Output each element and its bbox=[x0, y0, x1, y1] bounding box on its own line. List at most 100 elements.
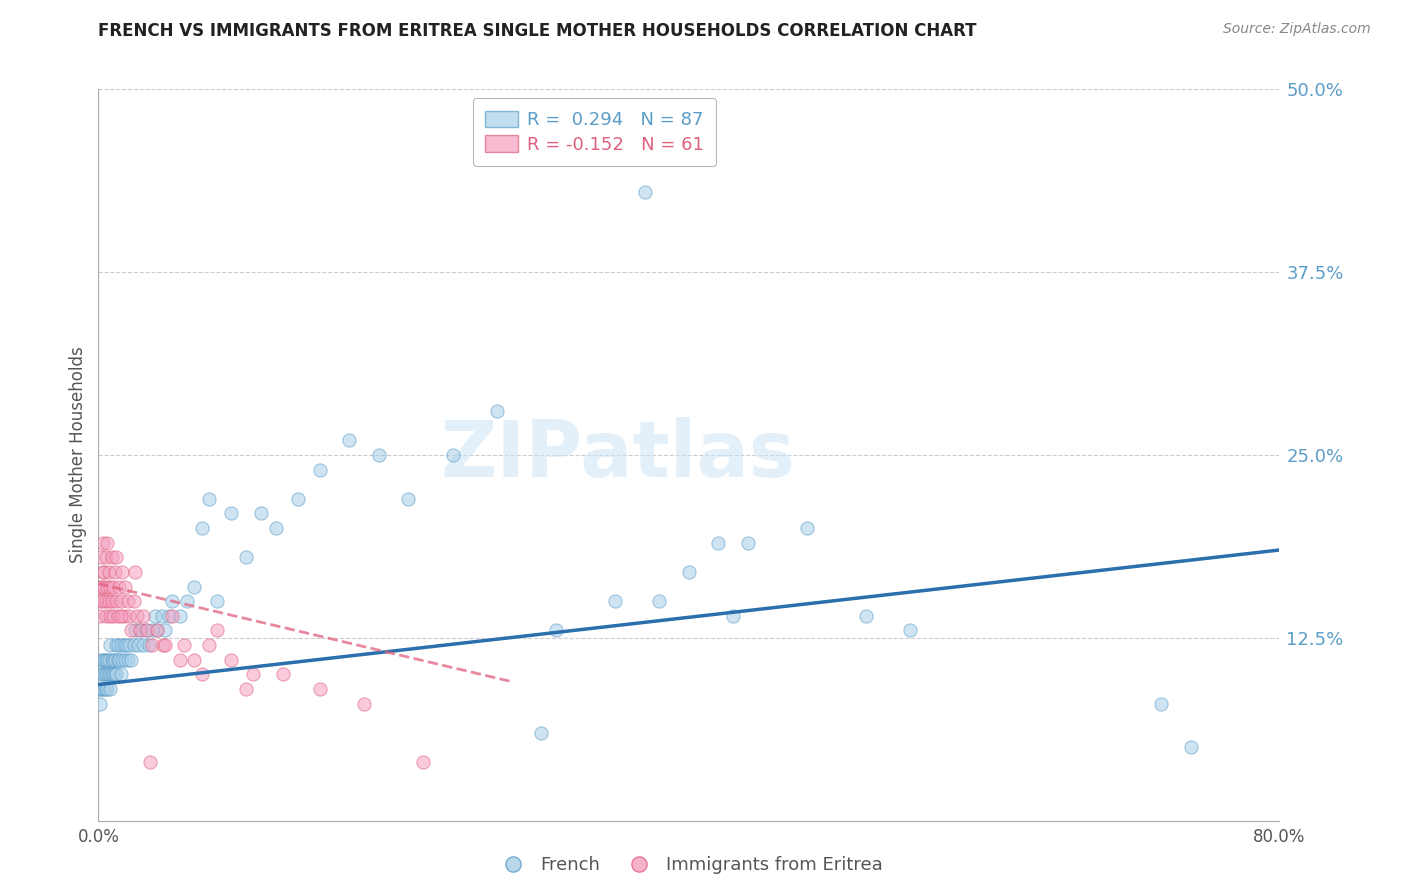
Point bbox=[138, 638, 160, 652]
Point bbox=[107, 653, 129, 667]
Point bbox=[198, 491, 221, 506]
Point bbox=[93, 653, 115, 667]
Text: FRENCH VS IMMIGRANTS FROM ERITREA SINGLE MOTHER HOUSEHOLDS CORRELATION CHART: FRENCH VS IMMIGRANTS FROM ERITREA SINGLE… bbox=[98, 22, 977, 40]
Point bbox=[796, 521, 818, 535]
Y-axis label: Single Mother Households: Single Mother Households bbox=[69, 347, 87, 563]
Point bbox=[287, 491, 309, 506]
Point bbox=[117, 594, 139, 608]
Point bbox=[191, 667, 214, 681]
Point bbox=[96, 681, 118, 696]
Point bbox=[124, 624, 146, 638]
Point bbox=[309, 681, 332, 696]
Point bbox=[96, 653, 118, 667]
Point bbox=[219, 653, 242, 667]
Point bbox=[114, 580, 136, 594]
Point bbox=[97, 667, 120, 681]
Point bbox=[115, 638, 138, 652]
Point bbox=[117, 653, 139, 667]
Point bbox=[855, 608, 877, 623]
Point bbox=[93, 565, 115, 579]
Point bbox=[132, 638, 155, 652]
Point bbox=[162, 608, 183, 623]
Point bbox=[176, 594, 198, 608]
Point bbox=[94, 667, 117, 681]
Point bbox=[94, 594, 117, 608]
Point bbox=[91, 667, 114, 681]
Point bbox=[737, 535, 759, 549]
Point bbox=[96, 667, 118, 681]
Point bbox=[125, 608, 148, 623]
Point bbox=[633, 185, 655, 199]
Point bbox=[235, 550, 257, 565]
Point bbox=[173, 638, 195, 652]
Point bbox=[98, 580, 121, 594]
Point bbox=[1180, 740, 1202, 755]
Point bbox=[90, 550, 112, 565]
Point bbox=[412, 755, 434, 769]
Point bbox=[97, 594, 120, 608]
Point bbox=[128, 624, 150, 638]
Point bbox=[242, 667, 264, 681]
Point bbox=[105, 638, 128, 652]
Point bbox=[368, 448, 391, 462]
Point bbox=[98, 638, 121, 652]
Point bbox=[153, 638, 176, 652]
Point bbox=[103, 667, 125, 681]
Point bbox=[94, 608, 117, 623]
Point bbox=[353, 697, 375, 711]
Point bbox=[108, 580, 131, 594]
Point bbox=[132, 608, 155, 623]
Point bbox=[108, 653, 131, 667]
Point bbox=[110, 608, 132, 623]
Point bbox=[91, 594, 114, 608]
Point bbox=[105, 550, 128, 565]
Point bbox=[93, 667, 115, 681]
Point bbox=[110, 594, 132, 608]
Point bbox=[486, 404, 509, 418]
Point bbox=[122, 638, 145, 652]
Point bbox=[97, 653, 120, 667]
Point bbox=[264, 521, 287, 535]
Point bbox=[441, 448, 464, 462]
Point bbox=[91, 681, 114, 696]
Point bbox=[128, 624, 150, 638]
Point bbox=[169, 653, 191, 667]
Point bbox=[89, 608, 111, 623]
Point bbox=[90, 681, 112, 696]
Point bbox=[146, 624, 169, 638]
Point bbox=[136, 624, 159, 638]
Point bbox=[191, 521, 214, 535]
Point bbox=[1150, 697, 1173, 711]
Point bbox=[100, 653, 122, 667]
Point bbox=[198, 638, 221, 652]
Point bbox=[105, 667, 128, 681]
Point bbox=[141, 638, 163, 652]
Point bbox=[90, 667, 112, 681]
Point bbox=[107, 638, 129, 652]
Point bbox=[103, 580, 125, 594]
Point bbox=[90, 594, 112, 608]
Point bbox=[183, 653, 205, 667]
Point bbox=[110, 667, 132, 681]
Point bbox=[183, 580, 205, 594]
Point bbox=[605, 594, 627, 608]
Point bbox=[100, 550, 122, 565]
Point bbox=[96, 580, 118, 594]
Point bbox=[107, 608, 129, 623]
Point bbox=[120, 624, 142, 638]
Point bbox=[250, 507, 273, 521]
Point bbox=[127, 638, 149, 652]
Legend: French, Immigrants from Eritrea: French, Immigrants from Eritrea bbox=[488, 848, 890, 881]
Point bbox=[143, 608, 166, 623]
Point bbox=[103, 653, 125, 667]
Point bbox=[150, 608, 173, 623]
Point bbox=[271, 667, 294, 681]
Point bbox=[900, 624, 922, 638]
Point bbox=[111, 565, 134, 579]
Point bbox=[104, 667, 127, 681]
Point bbox=[309, 462, 332, 476]
Point bbox=[91, 535, 114, 549]
Point bbox=[112, 608, 135, 623]
Point bbox=[122, 594, 145, 608]
Point bbox=[707, 535, 730, 549]
